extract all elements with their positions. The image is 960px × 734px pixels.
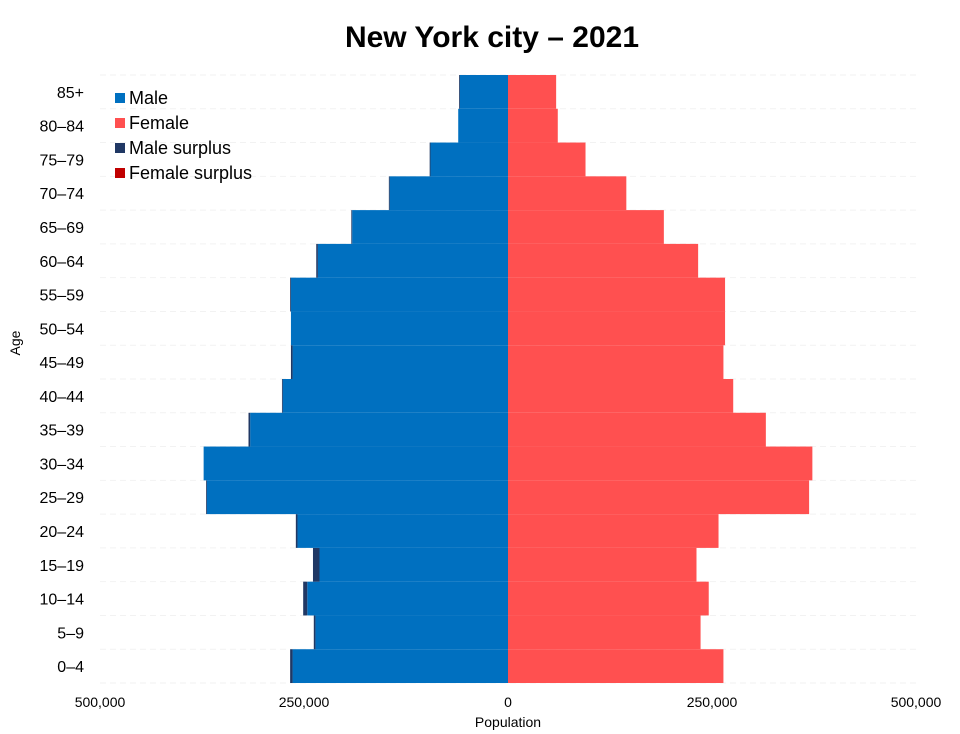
bar-female bbox=[508, 615, 701, 650]
bar-male-surplus bbox=[312, 547, 320, 582]
bar-male bbox=[317, 243, 508, 278]
legend-swatch bbox=[115, 93, 125, 103]
bar-male bbox=[307, 581, 508, 616]
bar-female bbox=[508, 547, 697, 582]
bar-male bbox=[319, 547, 508, 582]
bar-female bbox=[508, 75, 557, 109]
bars bbox=[203, 75, 813, 683]
y-tick-label: 10–14 bbox=[40, 592, 85, 609]
y-tick-label: 25–29 bbox=[40, 490, 85, 507]
bar-female bbox=[508, 311, 726, 346]
bar-male bbox=[290, 311, 508, 346]
bar-male bbox=[315, 615, 508, 650]
y-tick-label: 35–39 bbox=[40, 423, 85, 440]
bar-female bbox=[508, 581, 709, 616]
x-axis-label: Population bbox=[475, 714, 541, 730]
legend-label: Male bbox=[129, 88, 168, 108]
legend-swatch bbox=[115, 118, 125, 128]
x-tick-labels: 500,000 250,000 0 250,000 500,000 bbox=[75, 694, 942, 710]
y-tick-label: 5–9 bbox=[57, 625, 84, 642]
bar-male-surplus bbox=[303, 581, 308, 616]
bar-male-surplus bbox=[290, 345, 293, 379]
x-tick-label: 500,000 bbox=[891, 694, 942, 710]
x-tick-label: 250,000 bbox=[279, 694, 330, 710]
y-tick-label: 30–34 bbox=[40, 456, 85, 473]
y-tick-label: 15–19 bbox=[40, 558, 85, 575]
legend-swatch bbox=[115, 143, 125, 153]
legend-swatch bbox=[115, 168, 125, 178]
bar-male-surplus bbox=[248, 412, 251, 447]
y-axis-label: Age bbox=[7, 330, 23, 355]
bar-female bbox=[508, 345, 724, 379]
bar-male bbox=[203, 446, 508, 481]
y-tick-label: 40–44 bbox=[40, 389, 85, 406]
bar-male-surplus bbox=[313, 615, 316, 650]
bar-female bbox=[508, 446, 813, 481]
bar-male bbox=[459, 75, 508, 109]
bar-male bbox=[430, 142, 508, 177]
y-tick-label: 85+ bbox=[57, 85, 84, 102]
y-tick-labels: 0–4 5–9 10–14 15–19 20–24 25–29 30–34 35–39 40–4… bbox=[40, 85, 85, 676]
bar-male-surplus bbox=[281, 379, 283, 413]
bar-male bbox=[250, 412, 509, 447]
y-tick-label: 55–59 bbox=[40, 288, 85, 305]
y-tick-label: 75–79 bbox=[40, 152, 85, 169]
bar-female bbox=[508, 176, 627, 211]
bar-male bbox=[292, 649, 508, 683]
legend-label: Male surplus bbox=[129, 138, 231, 158]
bar-male bbox=[297, 514, 508, 548]
bar-male-surplus bbox=[290, 649, 293, 683]
bar-male-surplus bbox=[351, 210, 353, 244]
bar-female bbox=[508, 210, 664, 244]
bar-male bbox=[206, 480, 508, 515]
bar-female bbox=[508, 108, 558, 143]
bar-male-surplus bbox=[429, 142, 431, 177]
bar-female bbox=[508, 649, 724, 683]
y-tick-label: 60–64 bbox=[40, 254, 85, 271]
y-tick-label: 0–4 bbox=[57, 659, 84, 676]
y-tick-label: 65–69 bbox=[40, 220, 85, 237]
bar-female bbox=[508, 142, 586, 177]
x-tick-label: 250,000 bbox=[687, 694, 738, 710]
bar-male bbox=[389, 176, 508, 211]
legend-label: Female surplus bbox=[129, 163, 252, 183]
legend-label: Female bbox=[129, 113, 189, 133]
bar-male bbox=[352, 210, 508, 244]
bar-male-surplus bbox=[316, 243, 318, 278]
bar-male-surplus bbox=[388, 176, 390, 211]
bar-male bbox=[282, 379, 508, 413]
y-tick-label: 20–24 bbox=[40, 524, 85, 541]
bar-male-surplus bbox=[290, 277, 291, 312]
bar-female bbox=[508, 379, 734, 413]
y-tick-label: 45–49 bbox=[40, 355, 85, 372]
bar-male-surplus bbox=[459, 75, 460, 109]
bar-male bbox=[292, 345, 508, 379]
bar-female bbox=[508, 277, 726, 312]
y-tick-label: 70–74 bbox=[40, 186, 85, 203]
bar-male bbox=[458, 108, 508, 143]
bar-male-surplus bbox=[206, 480, 207, 515]
bar-female bbox=[508, 514, 719, 548]
bar-male bbox=[290, 277, 508, 312]
legend: Male Female Male surplus Female surplus bbox=[115, 88, 252, 183]
y-tick-label: 50–54 bbox=[40, 321, 85, 338]
bar-female bbox=[508, 480, 810, 515]
chart-title: New York city – 2021 bbox=[345, 21, 639, 54]
x-tick-label: 0 bbox=[504, 694, 512, 710]
bar-female bbox=[508, 243, 699, 278]
bar-male-surplus bbox=[295, 514, 298, 548]
y-tick-label: 80–84 bbox=[40, 119, 85, 136]
bar-female bbox=[508, 412, 766, 447]
x-tick-label: 500,000 bbox=[75, 694, 126, 710]
